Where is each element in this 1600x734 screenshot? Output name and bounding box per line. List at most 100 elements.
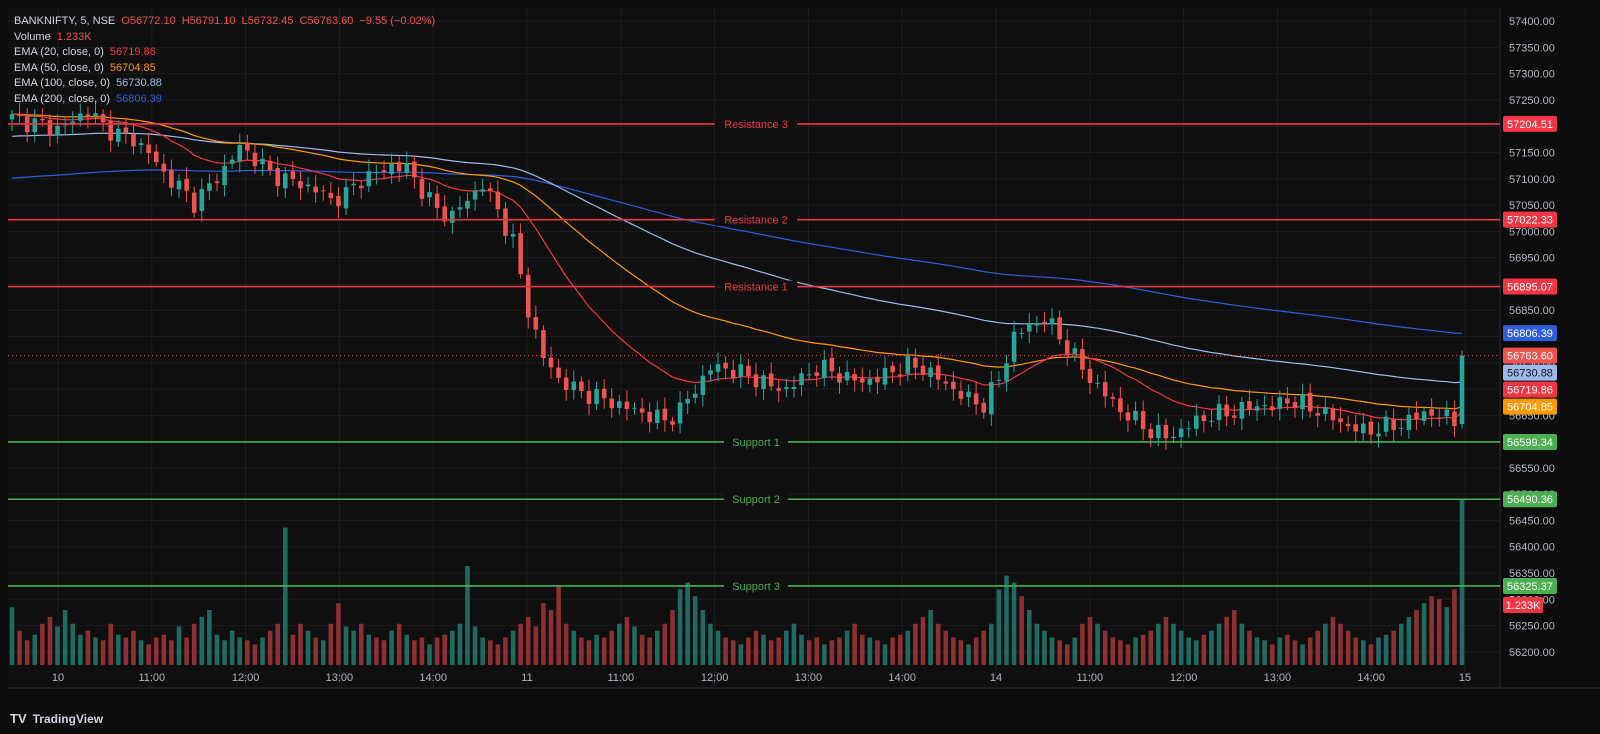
volume-bar <box>153 637 159 665</box>
y-tick-label: 57400.00 <box>1509 16 1555 28</box>
price-marker-label: 56763.60 <box>1507 351 1553 363</box>
volume-bar <box>708 623 713 665</box>
ema200-row: EMA (200, close, 0) 56806.39 <box>14 92 435 108</box>
volume-bar <box>1300 644 1305 665</box>
volume-label[interactable]: Volume <box>14 30 51 43</box>
ema50-label[interactable]: EMA (50, close, 0) <box>14 61 104 74</box>
candle-body <box>260 158 265 165</box>
volume-bar <box>715 630 721 665</box>
candle-body <box>222 165 227 186</box>
volume-bar <box>100 640 106 665</box>
volume-bar <box>981 630 987 665</box>
ema20-row: EMA (20, close, 0) 56719.86 <box>14 45 435 61</box>
tradingview-branding[interactable]: TV TradingView <box>10 711 103 726</box>
volume-bar <box>525 616 531 665</box>
volume-bar <box>1087 616 1093 665</box>
candle-body <box>768 373 774 387</box>
volume-bar <box>1118 640 1123 665</box>
symbol-label[interactable]: BANKNIFTY, 5, NSE <box>14 15 116 27</box>
volume-bar <box>1239 623 1245 665</box>
candle-body <box>1019 332 1024 334</box>
x-tick-label: 15 <box>1459 672 1471 684</box>
candle-body <box>78 113 83 121</box>
volume-bar <box>685 582 690 665</box>
y-tick-label: 56400.00 <box>1509 542 1555 554</box>
volume-bar <box>905 630 911 665</box>
x-tick-label: 11:00 <box>138 672 165 684</box>
ema200-label[interactable]: EMA (200, close, 0) <box>14 92 110 105</box>
candle-body <box>503 208 508 236</box>
candle-body <box>1254 406 1260 411</box>
candle-body <box>480 189 485 192</box>
candle-body <box>1338 418 1343 423</box>
volume-bar <box>1459 500 1465 665</box>
volume-bar <box>1216 623 1222 665</box>
candle-body <box>9 114 15 120</box>
level-price-tag-label: 56490.36 <box>1507 494 1553 506</box>
volume-bar <box>146 644 151 665</box>
candle-body <box>1027 324 1032 332</box>
candle-body <box>859 378 865 383</box>
candle-body <box>525 274 531 318</box>
volume-bar <box>389 630 394 665</box>
level-label-bg <box>714 280 798 293</box>
ema20-label[interactable]: EMA (20, close, 0) <box>14 46 104 58</box>
x-tick-label: 11 <box>521 672 532 684</box>
ema100-value: 56730.88 <box>116 77 162 89</box>
volume-bar <box>419 637 425 665</box>
candle-body <box>1011 331 1017 362</box>
candle-body <box>1209 420 1214 422</box>
chart-legend: BANKNIFTY, 5, NSE O56772.10 H56791.10 L5… <box>14 14 435 107</box>
volume-bar <box>503 637 508 665</box>
volume-bar <box>1391 630 1396 665</box>
y-tick-label: 56850.00 <box>1509 305 1555 317</box>
volume-bar <box>1057 640 1062 665</box>
volume-bar <box>1194 640 1199 665</box>
candle-body <box>1118 398 1123 413</box>
candle-body <box>1102 382 1108 397</box>
volume-bar <box>305 630 311 665</box>
volume-bar <box>40 623 45 665</box>
volume-bar <box>17 630 22 665</box>
volume-bar <box>799 634 804 665</box>
candle-body <box>351 183 356 186</box>
candle-body <box>784 387 789 389</box>
volume-bar <box>1421 603 1427 665</box>
candle-body <box>852 374 857 381</box>
ema100-label[interactable]: EMA (100, close, 0) <box>14 77 110 89</box>
candle-body <box>47 119 53 136</box>
candle-body <box>928 367 933 377</box>
volume-bar <box>1330 616 1336 665</box>
ema20-value: 56719.86 <box>109 46 156 58</box>
volume-bar <box>465 566 470 665</box>
candle-body <box>1368 421 1374 435</box>
level-price-tag <box>1503 211 1557 228</box>
candle-body <box>1376 433 1381 437</box>
candle-body <box>495 191 501 210</box>
volume-bar <box>1398 623 1404 665</box>
candle-body <box>935 365 941 380</box>
candle-body <box>1444 409 1450 417</box>
volume-bar <box>1186 637 1191 665</box>
candle-body <box>1330 408 1336 421</box>
candle-body <box>1285 398 1290 404</box>
candle-body <box>799 373 804 386</box>
volume-bar <box>1414 610 1419 665</box>
volume-bar <box>875 640 880 665</box>
volume-bar <box>700 610 706 665</box>
ema100-row: EMA (100, close, 0) 56730.88 <box>14 76 435 92</box>
candle-body <box>1194 415 1199 429</box>
candle-body <box>814 372 819 376</box>
x-tick-label: 14 <box>990 672 1002 684</box>
volume-bar <box>1171 623 1176 665</box>
candle-body <box>343 187 349 209</box>
candle-body <box>1201 415 1207 421</box>
volume-bar <box>1353 637 1358 665</box>
volume-bar <box>283 527 288 665</box>
volume-bar <box>548 610 554 665</box>
volume-bar <box>320 640 326 665</box>
x-tick-label: 13:00 <box>1264 672 1292 684</box>
candle-body <box>1269 406 1275 411</box>
candle-body <box>958 390 964 399</box>
